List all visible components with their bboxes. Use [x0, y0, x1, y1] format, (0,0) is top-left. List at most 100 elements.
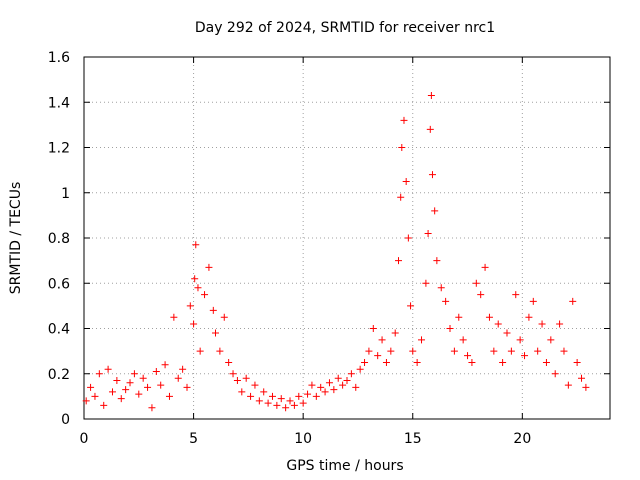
data-point — [560, 347, 568, 355]
data-point — [556, 320, 564, 328]
data-point — [233, 377, 241, 385]
data-point — [290, 401, 298, 409]
data-point — [220, 313, 228, 321]
data-point — [529, 297, 537, 305]
data-point — [397, 193, 405, 201]
y-tick-label: 0.8 — [48, 231, 70, 247]
data-point — [424, 229, 432, 237]
data-point — [382, 358, 390, 366]
data-point — [242, 374, 250, 382]
data-point — [547, 336, 555, 344]
data-point — [196, 347, 204, 355]
data-point — [361, 358, 369, 366]
data-point — [455, 313, 463, 321]
data-point — [299, 399, 307, 407]
data-point — [317, 383, 325, 391]
data-point — [135, 390, 143, 398]
data-series — [82, 91, 590, 412]
y-tick-label: 1.2 — [48, 141, 70, 157]
data-point — [569, 297, 577, 305]
data-point — [442, 297, 450, 305]
data-point — [538, 320, 546, 328]
data-point — [139, 374, 147, 382]
data-point — [130, 370, 138, 378]
data-point — [170, 313, 178, 321]
data-point — [374, 352, 382, 360]
data-point — [413, 358, 421, 366]
x-tick-label: 5 — [189, 431, 198, 447]
data-point — [108, 388, 116, 396]
data-point — [426, 125, 434, 133]
data-point — [212, 329, 219, 337]
data-point — [343, 377, 351, 385]
axis-ticks: 0 0.2 0.4 0.6 0.8 1 1.2 1.4 1.6 0 5 10 15 20 — [48, 50, 610, 447]
data-point — [286, 397, 294, 405]
data-point — [104, 365, 112, 373]
data-point — [122, 386, 130, 394]
data-point — [503, 329, 511, 337]
data-point — [117, 395, 125, 403]
data-point — [542, 358, 550, 366]
data-point — [209, 306, 217, 314]
data-point — [216, 347, 224, 355]
x-tick-label: 20 — [513, 431, 531, 447]
data-point — [387, 347, 395, 355]
data-point — [113, 377, 121, 385]
data-point — [437, 284, 445, 292]
data-point — [418, 336, 426, 344]
data-point — [174, 374, 182, 382]
data-point — [490, 347, 498, 355]
x-tick-label: 10 — [294, 431, 312, 447]
data-point — [573, 358, 581, 366]
data-point — [144, 383, 152, 391]
data-point — [433, 257, 441, 265]
data-point — [582, 383, 590, 391]
data-point — [407, 302, 415, 310]
data-point — [308, 381, 316, 389]
data-point — [95, 370, 103, 378]
data-point — [238, 388, 246, 396]
data-point — [395, 257, 403, 265]
data-point — [255, 397, 263, 405]
data-point — [551, 370, 559, 378]
data-point — [404, 234, 412, 242]
data-point — [282, 404, 290, 412]
data-point — [304, 390, 312, 398]
data-point — [464, 352, 472, 360]
data-point — [521, 352, 529, 360]
data-point — [499, 358, 507, 366]
data-point — [179, 365, 187, 373]
data-point — [321, 388, 329, 396]
data-point — [578, 374, 586, 382]
data-point — [446, 325, 454, 332]
data-point — [459, 336, 467, 344]
y-tick-label: 0 — [61, 412, 70, 428]
data-point — [431, 207, 439, 215]
data-point — [190, 320, 198, 328]
data-point — [205, 263, 213, 271]
data-point — [192, 241, 200, 249]
grid — [84, 57, 610, 419]
data-point — [472, 279, 480, 287]
data-point — [481, 263, 489, 271]
data-point — [161, 361, 169, 369]
data-point — [194, 284, 202, 292]
data-point — [225, 358, 233, 366]
data-point — [468, 358, 476, 366]
data-point — [450, 347, 458, 355]
data-point — [356, 365, 364, 373]
data-point — [82, 397, 90, 405]
y-tick-label: 1.4 — [48, 95, 70, 111]
data-point — [428, 171, 436, 179]
data-point — [229, 370, 237, 378]
data-point — [165, 392, 173, 400]
data-point — [365, 347, 373, 355]
data-point — [251, 381, 259, 389]
data-point — [507, 347, 515, 355]
data-point — [325, 379, 333, 387]
data-point — [525, 313, 533, 321]
data-point — [247, 392, 255, 400]
y-tick-label: 0.2 — [48, 367, 70, 383]
data-point — [312, 392, 320, 400]
